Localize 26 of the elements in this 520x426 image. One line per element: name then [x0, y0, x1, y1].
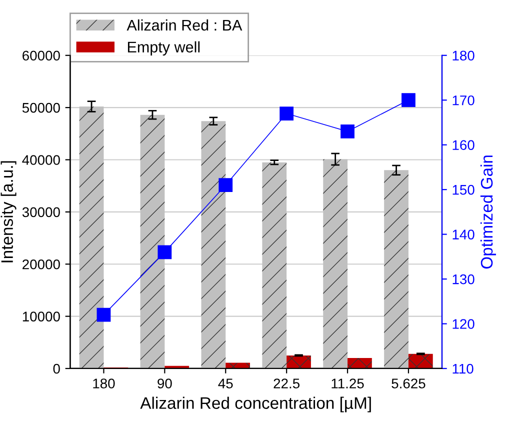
y2-tick-label: 180	[452, 50, 474, 61]
y-tick-label: 60000	[22, 50, 60, 61]
x-tick-label: 11.25	[332, 378, 364, 388]
y-tick-label: 20000	[22, 259, 60, 270]
legend-label: Empty well	[128, 41, 200, 56]
y-tick-label: 0	[53, 364, 60, 374]
legend-label: Alizarin Red : BA	[126, 19, 242, 31]
y-tick-label: 50000	[22, 102, 60, 113]
y2-tick-label: 140	[452, 230, 474, 240]
y2-tick-label: 170	[452, 95, 474, 106]
x-tick-label: 180	[93, 378, 115, 388]
x-axis-title: Alizarin Red concentration [µM]	[140, 396, 371, 412]
y-tick-label: 40000	[22, 155, 60, 165]
y2-tick-label: 130	[452, 274, 474, 284]
y-tick-label: 10000	[22, 312, 60, 322]
x-tick-label: 22.5	[274, 378, 300, 388]
y2-tick-label: 160	[452, 140, 474, 150]
y2-tick-label: 150	[452, 184, 474, 195]
y2-axis-title: Optimized Gain	[480, 156, 496, 269]
x-tick-label: 45	[218, 378, 233, 388]
y2-tick-label: 110	[452, 364, 474, 374]
y2-tick-label: 120	[452, 319, 474, 329]
y-tick-label: 30000	[22, 207, 60, 218]
x-tick-label: 5.625	[392, 378, 426, 388]
y-axis-title: Intensity [a.u.]	[0, 161, 16, 262]
x-tick-label: 90	[158, 378, 172, 388]
